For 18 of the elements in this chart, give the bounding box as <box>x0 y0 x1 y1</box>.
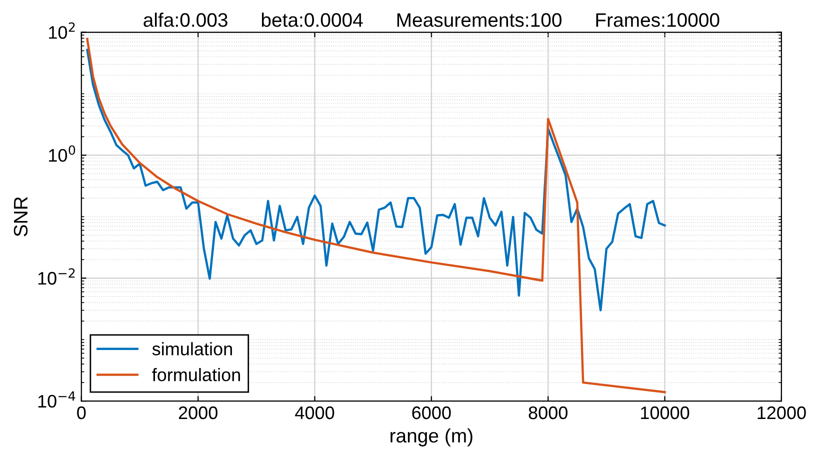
x-tick-label: 8000 <box>528 406 568 420</box>
legend-label: simulation <box>152 342 232 356</box>
y-axis-title: SNR <box>14 197 28 236</box>
y-tick-label: 10$^{−2}$ <box>38 268 75 285</box>
x-tick-label: 12000 <box>758 406 806 420</box>
y-tick-label: 10$^{2}$ <box>49 22 75 39</box>
line-series <box>86 48 666 312</box>
x-tick-label: 4000 <box>295 406 334 420</box>
legend-label: formulation <box>152 368 240 382</box>
x-axis-title: range (m) <box>390 428 472 446</box>
x-tick-label: 2000 <box>178 406 218 420</box>
line-series <box>86 38 666 394</box>
y-tick-label: 10$^{−4}$ <box>38 391 76 408</box>
x-tick-label: 6000 <box>412 406 451 420</box>
chart-title: alfa:0.003 beta:0.0004 Measurements:100 Frames:10000 <box>144 12 720 27</box>
x-tick-label: 0 <box>77 406 86 420</box>
y-tick-label: 10$^{0}$ <box>49 145 76 162</box>
x-tick-label: 10000 <box>641 406 690 420</box>
